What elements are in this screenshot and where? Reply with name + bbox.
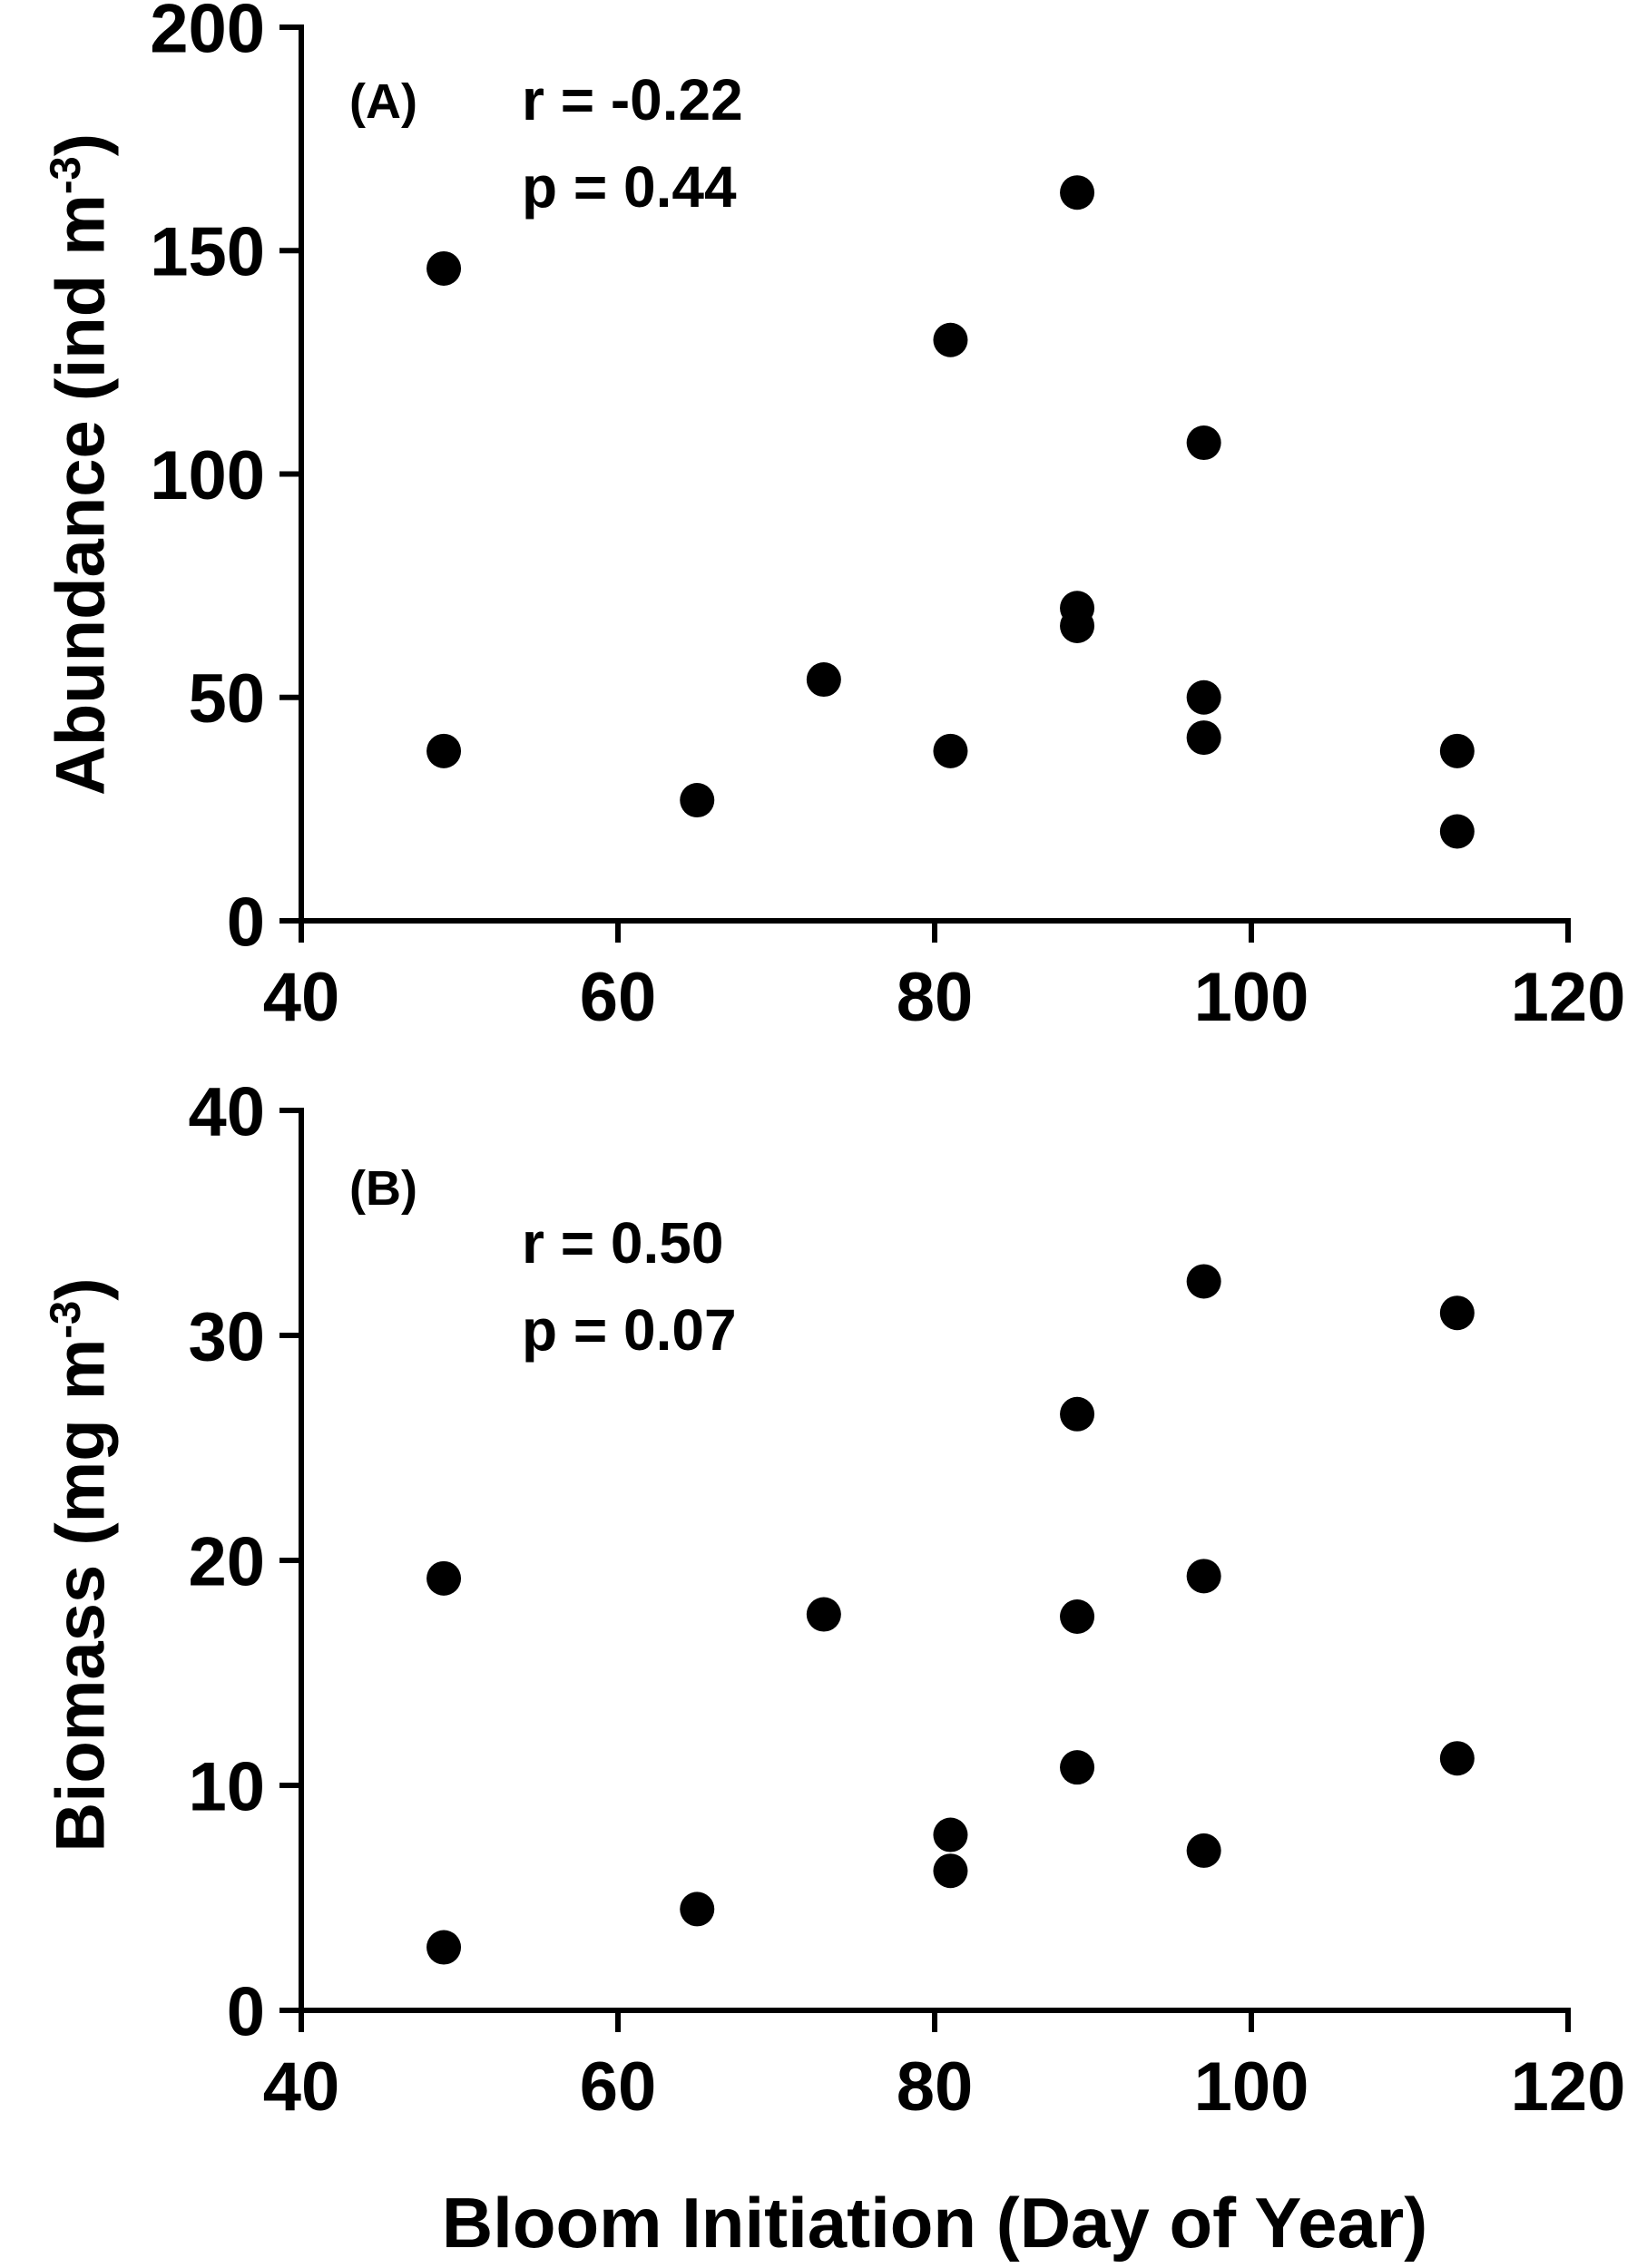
data-point	[426, 733, 462, 768]
data-point	[1060, 175, 1095, 210]
data-point	[933, 733, 968, 768]
panel-b-p-value: p = 0.07	[522, 1297, 737, 1363]
x-tick-label: 120	[1511, 959, 1626, 1036]
y-tick-label: 10	[188, 1748, 265, 1825]
y-tick-label: 40	[188, 1073, 265, 1150]
panel-b-r-value: r = 0.50	[522, 1210, 724, 1276]
y-tick-label: 0	[227, 1973, 265, 2050]
data-point	[680, 1892, 715, 1927]
panel-b-y-axis-title: Biomass (mg m-3)	[24, 975, 119, 2155]
data-point	[933, 322, 968, 357]
data-point	[1186, 1833, 1221, 1868]
data-point	[806, 1597, 841, 1632]
x-tick-label: 100	[1194, 959, 1309, 1036]
panel-a-y-axis-title-text: Abundance (ind m	[42, 194, 120, 797]
panel-a-r-value: r = -0.22	[522, 67, 743, 132]
panel-b-annotation: r = 0.50 p = 0.07	[522, 1199, 737, 1374]
panel-b-y-axis-title-text: Biomass (mg m	[42, 1338, 120, 1853]
y-tick-label: 150	[150, 214, 265, 291]
data-point	[1439, 1741, 1475, 1776]
y-tick-label: 30	[188, 1298, 265, 1375]
data-point	[806, 662, 841, 698]
panel-b-y-axis-title-close: )	[42, 1277, 120, 1301]
x-axis-title: Bloom Initiation (Day of Year)	[441, 2183, 1428, 2263]
y-tick-label: 100	[150, 437, 265, 514]
y-tick-label: 200	[150, 0, 265, 67]
panel-a-y-axis-title-superscript: -3	[41, 156, 89, 195]
x-tick-label: 120	[1511, 2048, 1626, 2126]
x-tick-label: 80	[897, 959, 974, 1036]
data-point	[426, 250, 462, 286]
data-point	[1060, 1396, 1095, 1432]
x-tick-label: 80	[897, 2048, 974, 2126]
data-point	[1186, 1264, 1221, 1299]
x-tick-label: 100	[1194, 2048, 1309, 2126]
data-point	[1060, 608, 1095, 643]
panel-a-label: (A)	[349, 74, 417, 129]
data-point	[1186, 720, 1221, 756]
y-tick-label: 0	[227, 884, 265, 961]
data-point	[1439, 814, 1475, 849]
data-point	[426, 1930, 462, 1965]
data-point	[1060, 1599, 1095, 1634]
data-point	[933, 1817, 968, 1853]
x-tick-label: 40	[263, 959, 340, 1036]
data-point	[1439, 733, 1475, 768]
panel-a-y-axis-title: Abundance (ind m-3)	[24, 0, 119, 1054]
data-point	[1186, 1559, 1221, 1594]
x-tick-label: 60	[580, 959, 657, 1036]
data-point	[426, 1560, 462, 1596]
panel-b-y-axis-title-superscript: -3	[41, 1300, 89, 1339]
data-point	[1186, 679, 1221, 715]
x-tick-label: 40	[263, 2048, 340, 2126]
data-point	[933, 1853, 968, 1889]
panel-a-y-axis-title-close: )	[42, 132, 120, 157]
panel-a-p-value: p = 0.44	[522, 154, 737, 220]
data-point	[1186, 425, 1221, 461]
y-tick-label: 20	[188, 1523, 265, 1600]
data-point	[1439, 1295, 1475, 1331]
y-tick-label: 50	[188, 660, 265, 738]
panel-b-label: (B)	[349, 1161, 417, 1216]
data-point	[1060, 1750, 1095, 1785]
data-point	[680, 783, 715, 818]
panel-a-annotation: r = -0.22 p = 0.44	[522, 56, 743, 230]
x-tick-label: 60	[580, 2048, 657, 2126]
